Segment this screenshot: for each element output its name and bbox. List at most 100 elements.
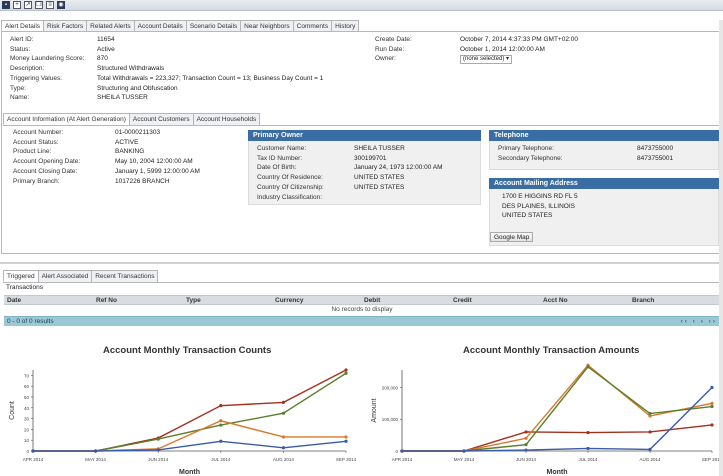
alert-dates: Create Date: October 7, 2014 4:37:33 PM …: [375, 35, 578, 65]
data-point: [281, 446, 285, 450]
copy-icon[interactable]: ❐: [35, 1, 43, 9]
data-point: [94, 449, 98, 453]
data-point: [710, 404, 714, 409]
opening-date-value: May 10, 2004 12:00:00 AM: [115, 158, 193, 166]
x-tick-label: APR 2014: [23, 457, 44, 462]
save-icon[interactable]: ▪: [2, 1, 10, 9]
primary-owner-header: Primary Owner: [248, 130, 481, 141]
y-tick-label: 70: [24, 373, 30, 378]
create-date-value: October 7, 2014 4:37:33 PM GMT+02:00: [460, 36, 578, 43]
data-point: [524, 436, 528, 440]
column-credit[interactable]: Credit: [453, 297, 472, 304]
name-value: SHEILA TUSSER: [97, 94, 148, 102]
type-label: Type:: [10, 84, 26, 92]
account-status-value: ACTIVE: [115, 138, 139, 146]
chart-title-amounts: Account Monthly Transaction Amounts: [463, 345, 640, 356]
ml-score-value: 870: [97, 55, 108, 63]
x-tick-label: AUG 2014: [639, 457, 661, 462]
series-line-3: [402, 365, 713, 452]
account-tabs: Account Information (At Alert Generation…: [3, 113, 261, 125]
globe-icon[interactable]: ◉: [57, 1, 65, 9]
column-ref-no[interactable]: Ref No: [96, 297, 117, 304]
address-line-2: DES PLAINES, ILLINOIS: [502, 202, 575, 210]
closing-date-value: January 1, 5999 12:00:00 AM: [115, 167, 200, 175]
toolbar: ▪ + ↗ ❐ ≡ ◉: [0, 0, 723, 11]
data-point: [524, 443, 528, 447]
data-point: [710, 401, 714, 405]
data-point: [586, 365, 590, 369]
account-info: Account Number: 01-0000211303 Account St…: [13, 128, 200, 186]
data-point: [648, 411, 652, 416]
telephone-header: Telephone: [489, 130, 719, 141]
x-tick-label: SEP 2014: [336, 457, 357, 462]
tab-account-households[interactable]: Account Households: [192, 113, 261, 125]
data-point: [219, 423, 223, 427]
data-point: [524, 448, 528, 452]
data-point: [710, 385, 714, 390]
pager-nav[interactable]: ‹‹ ‹ › ››: [680, 318, 717, 325]
transaction-tabs: Triggered Alert Associated Recent Transa…: [3, 270, 159, 282]
y-axis-label: Count: [9, 401, 16, 420]
tab-history[interactable]: History: [331, 20, 360, 32]
series-line-2: [402, 364, 713, 452]
y-tick-label: 0: [26, 449, 29, 454]
ml-score-label: Money Laundering Score:: [10, 55, 85, 63]
primary-telephone-value: 8473755000: [637, 145, 674, 152]
account-number-value: 01-0000211303: [115, 129, 161, 136]
series-line-4: [402, 386, 713, 452]
export-icon[interactable]: ↗: [24, 1, 32, 9]
column-date[interactable]: Date: [7, 297, 22, 304]
y-tick-label: 50: [24, 395, 30, 400]
data-point: [648, 414, 652, 418]
data-point: [586, 430, 590, 435]
x-axis-label: Month: [547, 469, 568, 476]
tab-alert-associated[interactable]: Alert Associated: [37, 270, 93, 282]
tab-account-customers[interactable]: Account Customers: [128, 113, 194, 125]
column-branch[interactable]: Branch: [632, 297, 655, 304]
account-number-label: Account Number:: [13, 129, 64, 136]
owner-select-value: (none selected): [463, 56, 505, 63]
x-tick-label: AUG 2014: [273, 457, 295, 462]
create-date-label: Create Date:: [375, 36, 412, 43]
x-tick-label: APR 2014: [392, 457, 413, 462]
owner-select[interactable]: (none selected) ▾: [460, 55, 513, 65]
y-tick-label: 200,000: [382, 385, 399, 390]
y-tick-label: 60: [24, 384, 30, 389]
x-tick-label: MAY 2014: [85, 457, 106, 462]
citizenship-label: Country Of Citizenship:: [257, 183, 324, 191]
primary-owner-info: Customer Name: SHEILA TUSSER Tax ID Numb…: [257, 144, 443, 202]
series-line-1: [33, 369, 347, 452]
scrollbar[interactable]: [719, 20, 723, 476]
opening-date-label: Account Opening Date:: [13, 158, 81, 166]
x-tick-label: MAY 2014: [454, 457, 475, 462]
document-icon[interactable]: ≡: [46, 1, 54, 9]
telephone-info: Primary Telephone: 8473755000 Secondary …: [498, 144, 673, 163]
y-axis-label: Amount: [371, 398, 378, 422]
main-tabs: Alert Details Risk Factors Related Alert…: [1, 20, 360, 32]
run-date-value: October 1, 2014 12:00:00 AM: [460, 45, 545, 53]
tax-id-value: 300199701: [354, 154, 387, 162]
status-value: Active: [97, 45, 115, 53]
add-icon[interactable]: +: [13, 1, 21, 9]
no-records-message: No records to display: [331, 306, 393, 313]
primary-branch-value: 1017226 BRANCH: [115, 177, 170, 185]
column-debit[interactable]: Debit: [364, 297, 381, 304]
description-label: Description:: [10, 65, 45, 73]
transaction-tabs-rule: [3, 282, 719, 283]
data-point: [344, 439, 348, 443]
name-label: Name:: [10, 94, 30, 102]
data-point: [219, 419, 223, 423]
description-value: Structured Withdrawals: [97, 65, 165, 73]
secondary-telephone-label: Secondary Telephone:: [498, 154, 563, 162]
column-type[interactable]: Type: [186, 297, 201, 304]
column-acct-no[interactable]: Acct No: [543, 297, 568, 304]
data-point: [344, 368, 348, 372]
address-line-3: UNITED STATES: [502, 212, 553, 220]
triggering-values-label: Triggering Values:: [10, 74, 63, 82]
google-map-button[interactable]: Google Map: [490, 232, 534, 242]
status-label: Status:: [10, 45, 31, 53]
tab-recent-transactions[interactable]: Recent Transactions: [91, 270, 159, 282]
tab-account-information[interactable]: Account Information (At Alert Generation…: [3, 113, 130, 125]
tab-triggered[interactable]: Triggered: [3, 270, 39, 282]
column-currency[interactable]: Currency: [275, 297, 304, 304]
